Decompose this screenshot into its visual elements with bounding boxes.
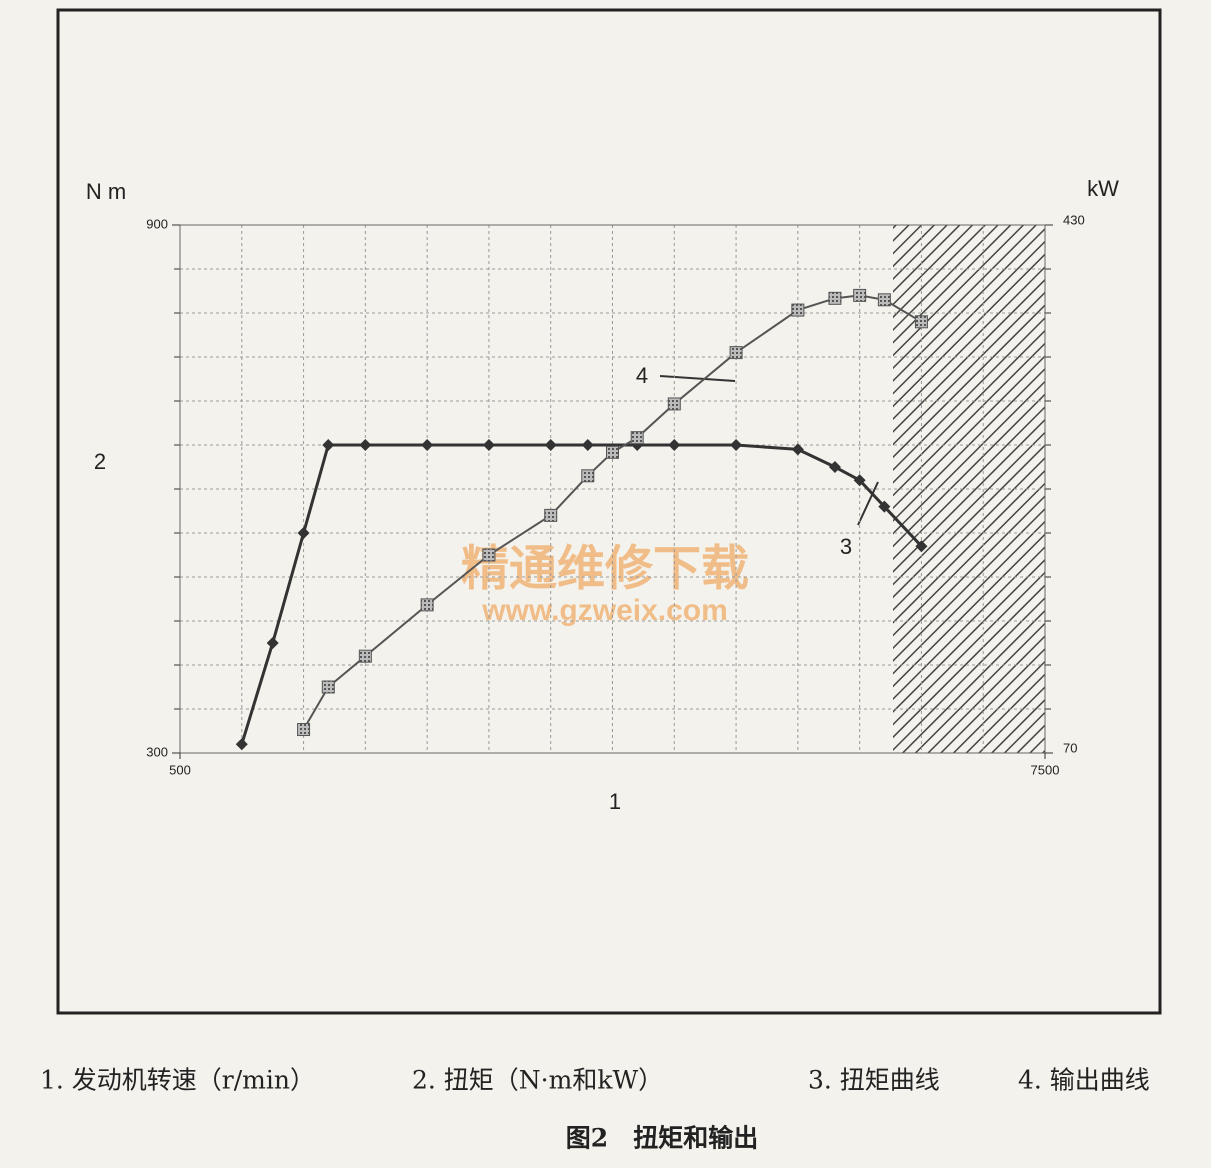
marker <box>581 439 594 451</box>
caption: 2. 扭矩（N·m和kW） <box>412 1066 663 1095</box>
caption: 3. 扭矩曲线 <box>808 1066 940 1095</box>
watermark: www.gzweix.com <box>481 594 728 627</box>
caption: 1. 发动机转速（r/min） <box>40 1066 315 1095</box>
right-unit: kW <box>1087 176 1119 201</box>
marker <box>266 637 279 649</box>
marker <box>581 469 595 483</box>
frame <box>56 8 1162 1015</box>
marker <box>359 439 372 451</box>
marker <box>321 680 335 694</box>
callout-line <box>857 481 879 526</box>
y2-tick-label: 70 <box>1063 740 1077 755</box>
marker <box>791 443 804 456</box>
marker <box>544 439 557 451</box>
y-axis-label: 2 <box>94 449 106 474</box>
marker <box>828 461 841 473</box>
callout-line <box>659 375 736 382</box>
marker <box>322 439 335 451</box>
figure-title: 图2 扭矩和输出 <box>566 1124 758 1153</box>
marker <box>853 474 866 487</box>
marker <box>297 723 311 737</box>
y-tick-label: 300 <box>146 744 168 759</box>
marker <box>668 439 681 451</box>
marker <box>630 431 644 445</box>
caption: 4. 输出曲线 <box>1018 1066 1150 1095</box>
y-tick-label: 900 <box>146 216 168 231</box>
marker <box>877 293 891 307</box>
left-unit: N m <box>86 179 126 204</box>
x-axis-label: 1 <box>609 789 621 814</box>
marker <box>878 500 891 513</box>
x-tick-label: 7500 <box>1031 762 1060 777</box>
callout: 3 <box>840 534 852 559</box>
callout: 4 <box>636 363 648 388</box>
marker <box>914 315 928 329</box>
y2-tick-label: 430 <box>1063 212 1085 227</box>
marker <box>791 303 805 317</box>
x-tick-label: 500 <box>169 762 191 777</box>
marker <box>482 439 495 451</box>
series-line <box>302 294 922 731</box>
marker <box>606 445 619 459</box>
marker <box>482 548 496 562</box>
marker <box>828 291 842 305</box>
marker <box>544 508 558 522</box>
marker <box>421 439 434 451</box>
marker <box>667 397 681 411</box>
marker <box>235 738 248 751</box>
marker <box>730 439 743 451</box>
marker <box>420 598 434 612</box>
marker <box>297 527 310 539</box>
marker <box>358 649 372 663</box>
watermark: 精通维修下载 <box>461 543 749 596</box>
marker <box>915 540 928 553</box>
marker <box>853 288 867 302</box>
plot-border <box>179 224 1046 754</box>
marker <box>729 346 743 360</box>
